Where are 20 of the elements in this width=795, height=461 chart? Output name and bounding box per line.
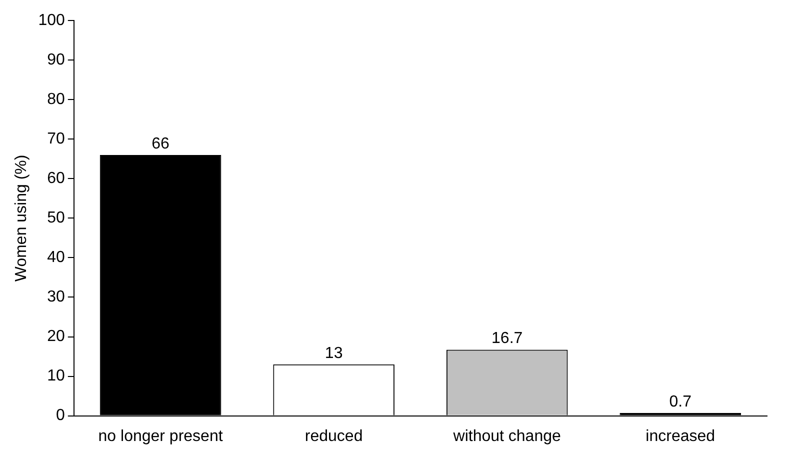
x-tick-label: reduced [304,428,363,445]
y-tick-label: 80 [47,91,65,108]
y-axis-title: Women using (%) [13,154,30,282]
y-tick-label: 70 [47,130,65,148]
x-tick-label: increased [646,428,716,445]
x-tick-label: no longer present [98,428,224,445]
y-tick-label: 10 [47,368,65,385]
y-tick-label: 60 [47,170,65,188]
y-tick-label: 30 [47,288,65,306]
x-tick-label: without change [452,428,561,445]
data-label: 13 [324,344,343,362]
y-tick-label: 40 [47,249,65,266]
data-label: 0.7 [669,393,692,410]
data-label: 66 [152,135,170,152]
y-tick-label: 0 [56,407,65,424]
y-tick-label: 100 [38,12,65,30]
y-tick-label: 90 [47,52,65,69]
y-tick-label: 20 [47,328,65,346]
y-tick-label: 50 [47,210,65,227]
data-label: 16.7 [492,330,523,348]
